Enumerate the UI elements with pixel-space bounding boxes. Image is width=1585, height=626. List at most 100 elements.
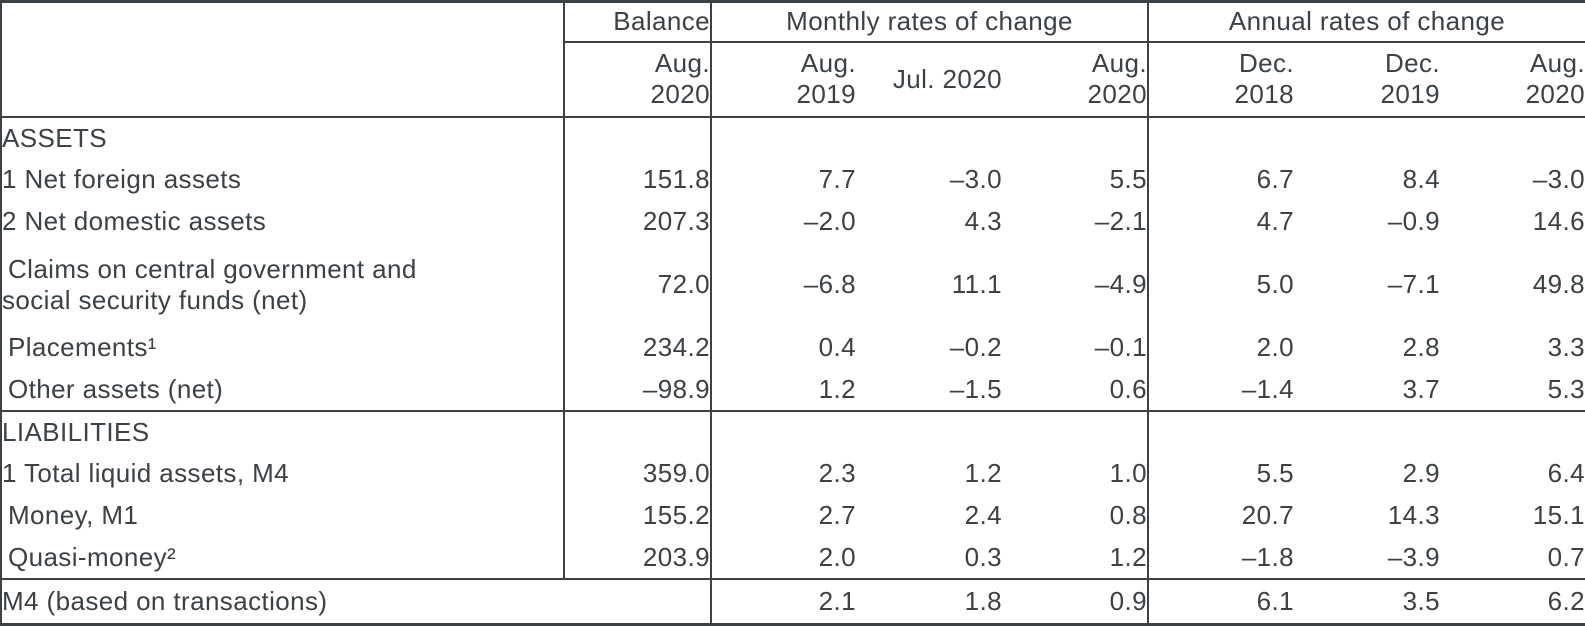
balance-cell: 72.0 <box>563 242 711 327</box>
monthly-rates-group-header: Monthly rates of change <box>710 1 1148 43</box>
row-quasi-money: 1.2 Quasi-money² 203.9 2.0 0.3 1.2 –1.8 … <box>1 536 1585 579</box>
annual-cell: 3.5 <box>1294 577 1440 625</box>
row-net-domestic-assets: 2 Net domestic assets 207.3 –2.0 4.3 –2.… <box>1 200 1585 243</box>
balance-group-header: Balance <box>563 1 711 43</box>
section-label: ASSETS <box>2 122 107 153</box>
row-label-cell: 2.2 Placements¹ <box>1 332 157 363</box>
annual-cell <box>1440 117 1585 159</box>
balance-cell <box>563 409 711 453</box>
monthly-period-header-aug-2019: Aug. 2019 <box>710 41 856 118</box>
annual-period-header-aug-2020: Aug. 2020 <box>1440 41 1585 118</box>
row-label-cell: 2 Net domestic assets <box>2 206 267 237</box>
annual-cell: 3.7 <box>1402 373 1440 404</box>
monthly-cell <box>1002 409 1148 453</box>
row-net-foreign-assets: 1 Net foreign assets 151.8 7.7 –3.0 5.5 … <box>1 158 1585 201</box>
annual-cell: 5.5 <box>1147 452 1294 495</box>
annual-cell: –1.8 <box>1147 536 1294 579</box>
annual-cell: 6.7 <box>1147 158 1294 201</box>
annual-cell: 49.8 <box>1532 269 1585 300</box>
monthly-cell: 0.8 <box>1109 500 1147 531</box>
row-liabilities-section: LIABILITIES <box>1 409 1585 453</box>
row-label-cell: 1 Net foreign assets <box>2 164 242 195</box>
annual-cell: 2.8 <box>1402 332 1440 363</box>
annual-cell: –0.9 <box>1387 206 1440 237</box>
monthly-cell: 1.0 <box>1109 458 1147 489</box>
annual-cell: 15.1 <box>1532 500 1585 531</box>
monthly-cell: –4.9 <box>1094 269 1147 300</box>
balance-cell <box>563 116 711 159</box>
monthly-cell <box>856 409 1002 453</box>
monthly-cell: 1.2 <box>1109 541 1147 572</box>
row-total-liquid-assets-m4: 1 Total liquid assets, M4 359.0 2.3 1.2 … <box>1 452 1585 495</box>
monthly-cell: 1.8 <box>856 577 1002 625</box>
monthly-cell: 2.7 <box>710 494 856 537</box>
row-label-cell: M4 (based on transactions) <box>1 577 711 625</box>
monthly-cell: 0.3 <box>964 541 1002 572</box>
row-label-cell: 1.2 Quasi-money² <box>1 541 177 572</box>
monthly-cell: –0.1 <box>1094 332 1147 363</box>
corner-cell <box>1 1 564 118</box>
monthly-cell: 2.3 <box>710 452 856 495</box>
annual-cell: 8.4 <box>1402 164 1440 195</box>
annual-cell: 14.3 <box>1387 500 1440 531</box>
monthly-cell <box>710 409 856 453</box>
annual-cell: –7.1 <box>1387 269 1440 300</box>
row-label-cell: 1.1 Money, M1 <box>1 500 139 531</box>
balance-cell: 359.0 <box>563 452 711 495</box>
annual-cell: 5.3 <box>1547 373 1585 404</box>
row-claims-central-government: 2.1 Claims on central government and soc… <box>1 242 1585 327</box>
monthly-cell: 2.0 <box>710 536 856 579</box>
monthly-cell: –2.1 <box>1094 206 1147 237</box>
balance-cell: 155.2 <box>563 494 711 537</box>
annual-cell: 2.0 <box>1147 326 1294 369</box>
monthly-cell: –3.0 <box>949 164 1002 195</box>
monthly-cell: –6.8 <box>710 242 856 327</box>
row-m4-transactions: M4 (based on transactions) 2.1 1.8 0.9 6… <box>1 577 1585 625</box>
row-money-m1: 1.1 Money, M1 155.2 2.7 2.4 0.8 20.7 14.… <box>1 494 1585 537</box>
annual-cell: –3.0 <box>1532 164 1585 195</box>
balance-cell: –98.9 <box>563 368 711 411</box>
annual-cell: 20.7 <box>1147 494 1294 537</box>
monthly-cell: 0.9 <box>1002 577 1148 625</box>
row-label-cell: 1 Total liquid assets, M4 <box>2 458 289 489</box>
annual-period-header-dec-2018: Dec. 2018 <box>1147 41 1294 118</box>
monthly-cell <box>710 116 856 159</box>
monthly-cell: 1.2 <box>964 458 1002 489</box>
balance-cell: 203.9 <box>563 536 711 579</box>
row-label-cell: 2.1 Claims on central government and soc… <box>2 253 417 315</box>
annual-cell <box>1147 409 1294 453</box>
annual-cell <box>1440 409 1585 453</box>
annual-cell: 6.1 <box>1147 577 1294 625</box>
section-label: LIABILITIES <box>1 409 564 453</box>
monthly-cell: 2.1 <box>710 577 856 625</box>
monthly-cell: 0.6 <box>1109 373 1147 404</box>
annual-cell: 3.3 <box>1547 332 1585 363</box>
annual-cell: 5.0 <box>1147 242 1294 327</box>
row-placements: 2.2 Placements¹ 234.2 0.4 –0.2 –0.1 2.0 … <box>1 326 1585 369</box>
annual-cell: 4.7 <box>1147 200 1294 243</box>
period-header-row: Aug. 2020 Aug. 2019 Jul. 2020 Aug. 2020 … <box>1 41 1585 118</box>
annual-cell <box>1294 409 1440 453</box>
annual-cell: 0.7 <box>1547 541 1585 572</box>
annual-cell: –3.9 <box>1387 541 1440 572</box>
balance-period-header: Aug. 2020 <box>563 41 711 118</box>
annual-cell: –1.4 <box>1147 368 1294 411</box>
annual-period-header-dec-2019: Dec. 2019 <box>1294 41 1440 118</box>
annual-cell: 14.6 <box>1532 206 1585 237</box>
monthly-cell: 11.1 <box>951 269 1002 300</box>
balance-cell: 207.3 <box>563 200 711 243</box>
monthly-cell: –1.5 <box>949 373 1002 404</box>
monthly-cell: 7.7 <box>710 158 856 201</box>
monthly-cell <box>856 117 1002 159</box>
monthly-cell: 4.3 <box>964 206 1002 237</box>
balance-cell: 151.8 <box>563 158 711 201</box>
group-header-row: Balance Monthly rates of change Annual r… <box>1 1 1585 118</box>
monthly-cell: 2.4 <box>964 500 1002 531</box>
monthly-cell <box>1002 117 1148 159</box>
row-assets-section: ASSETS <box>1 116 1585 159</box>
balance-cell: 234.2 <box>563 326 711 369</box>
row-label-cell: 2.3 Other assets (net) <box>1 373 224 404</box>
monthly-cell: 0.4 <box>710 326 856 369</box>
monthly-cell: –0.2 <box>949 332 1002 363</box>
